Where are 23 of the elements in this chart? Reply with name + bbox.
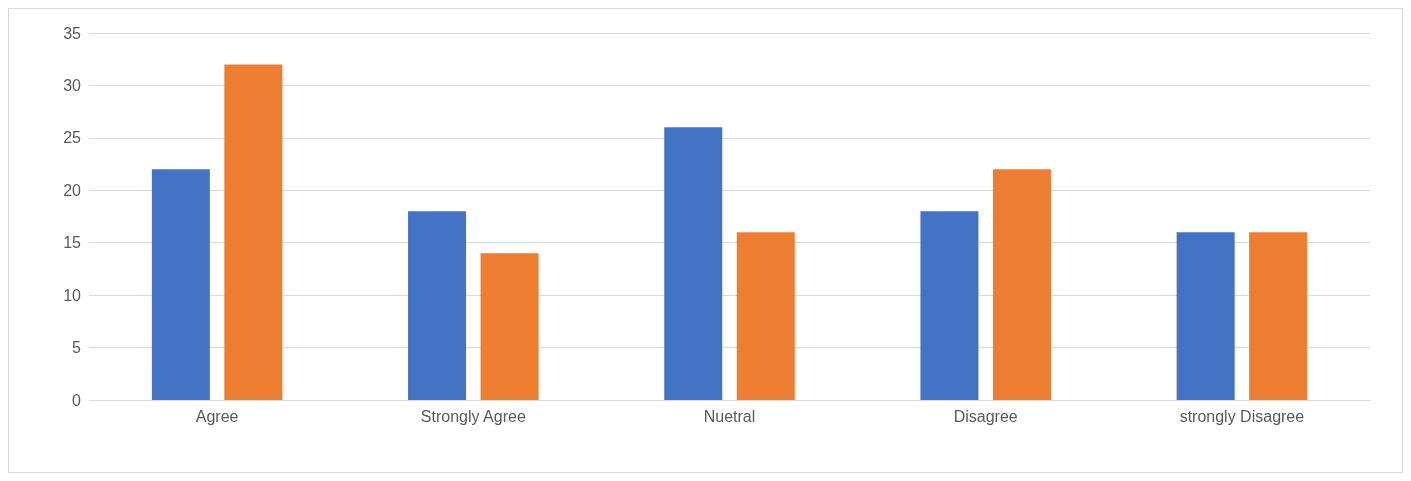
x-tick-label: Strongly Agree [420, 407, 526, 425]
bar [992, 169, 1051, 400]
y-tick-label: 20 [63, 181, 82, 199]
x-tick-label: Disagree [953, 407, 1018, 425]
bar [1249, 232, 1308, 400]
bar [224, 64, 283, 400]
y-tick-label: 30 [63, 76, 82, 94]
bar [480, 253, 539, 400]
x-tick-label: Nuetral [703, 407, 756, 425]
bar [151, 169, 210, 400]
bar [408, 211, 467, 400]
bar [920, 211, 979, 400]
y-tick-label: 35 [63, 24, 82, 42]
y-tick-label: 25 [63, 129, 82, 147]
y-tick-label: 5 [72, 339, 82, 357]
x-tick-label: strongly Disagree [1179, 407, 1305, 425]
bar [664, 127, 723, 400]
x-tick-label: Agree [195, 407, 239, 425]
y-tick-label: 15 [63, 234, 82, 252]
bar [1176, 232, 1235, 400]
bar [736, 232, 795, 400]
y-tick-label: 10 [63, 286, 82, 304]
y-tick-label: 0 [72, 391, 82, 409]
